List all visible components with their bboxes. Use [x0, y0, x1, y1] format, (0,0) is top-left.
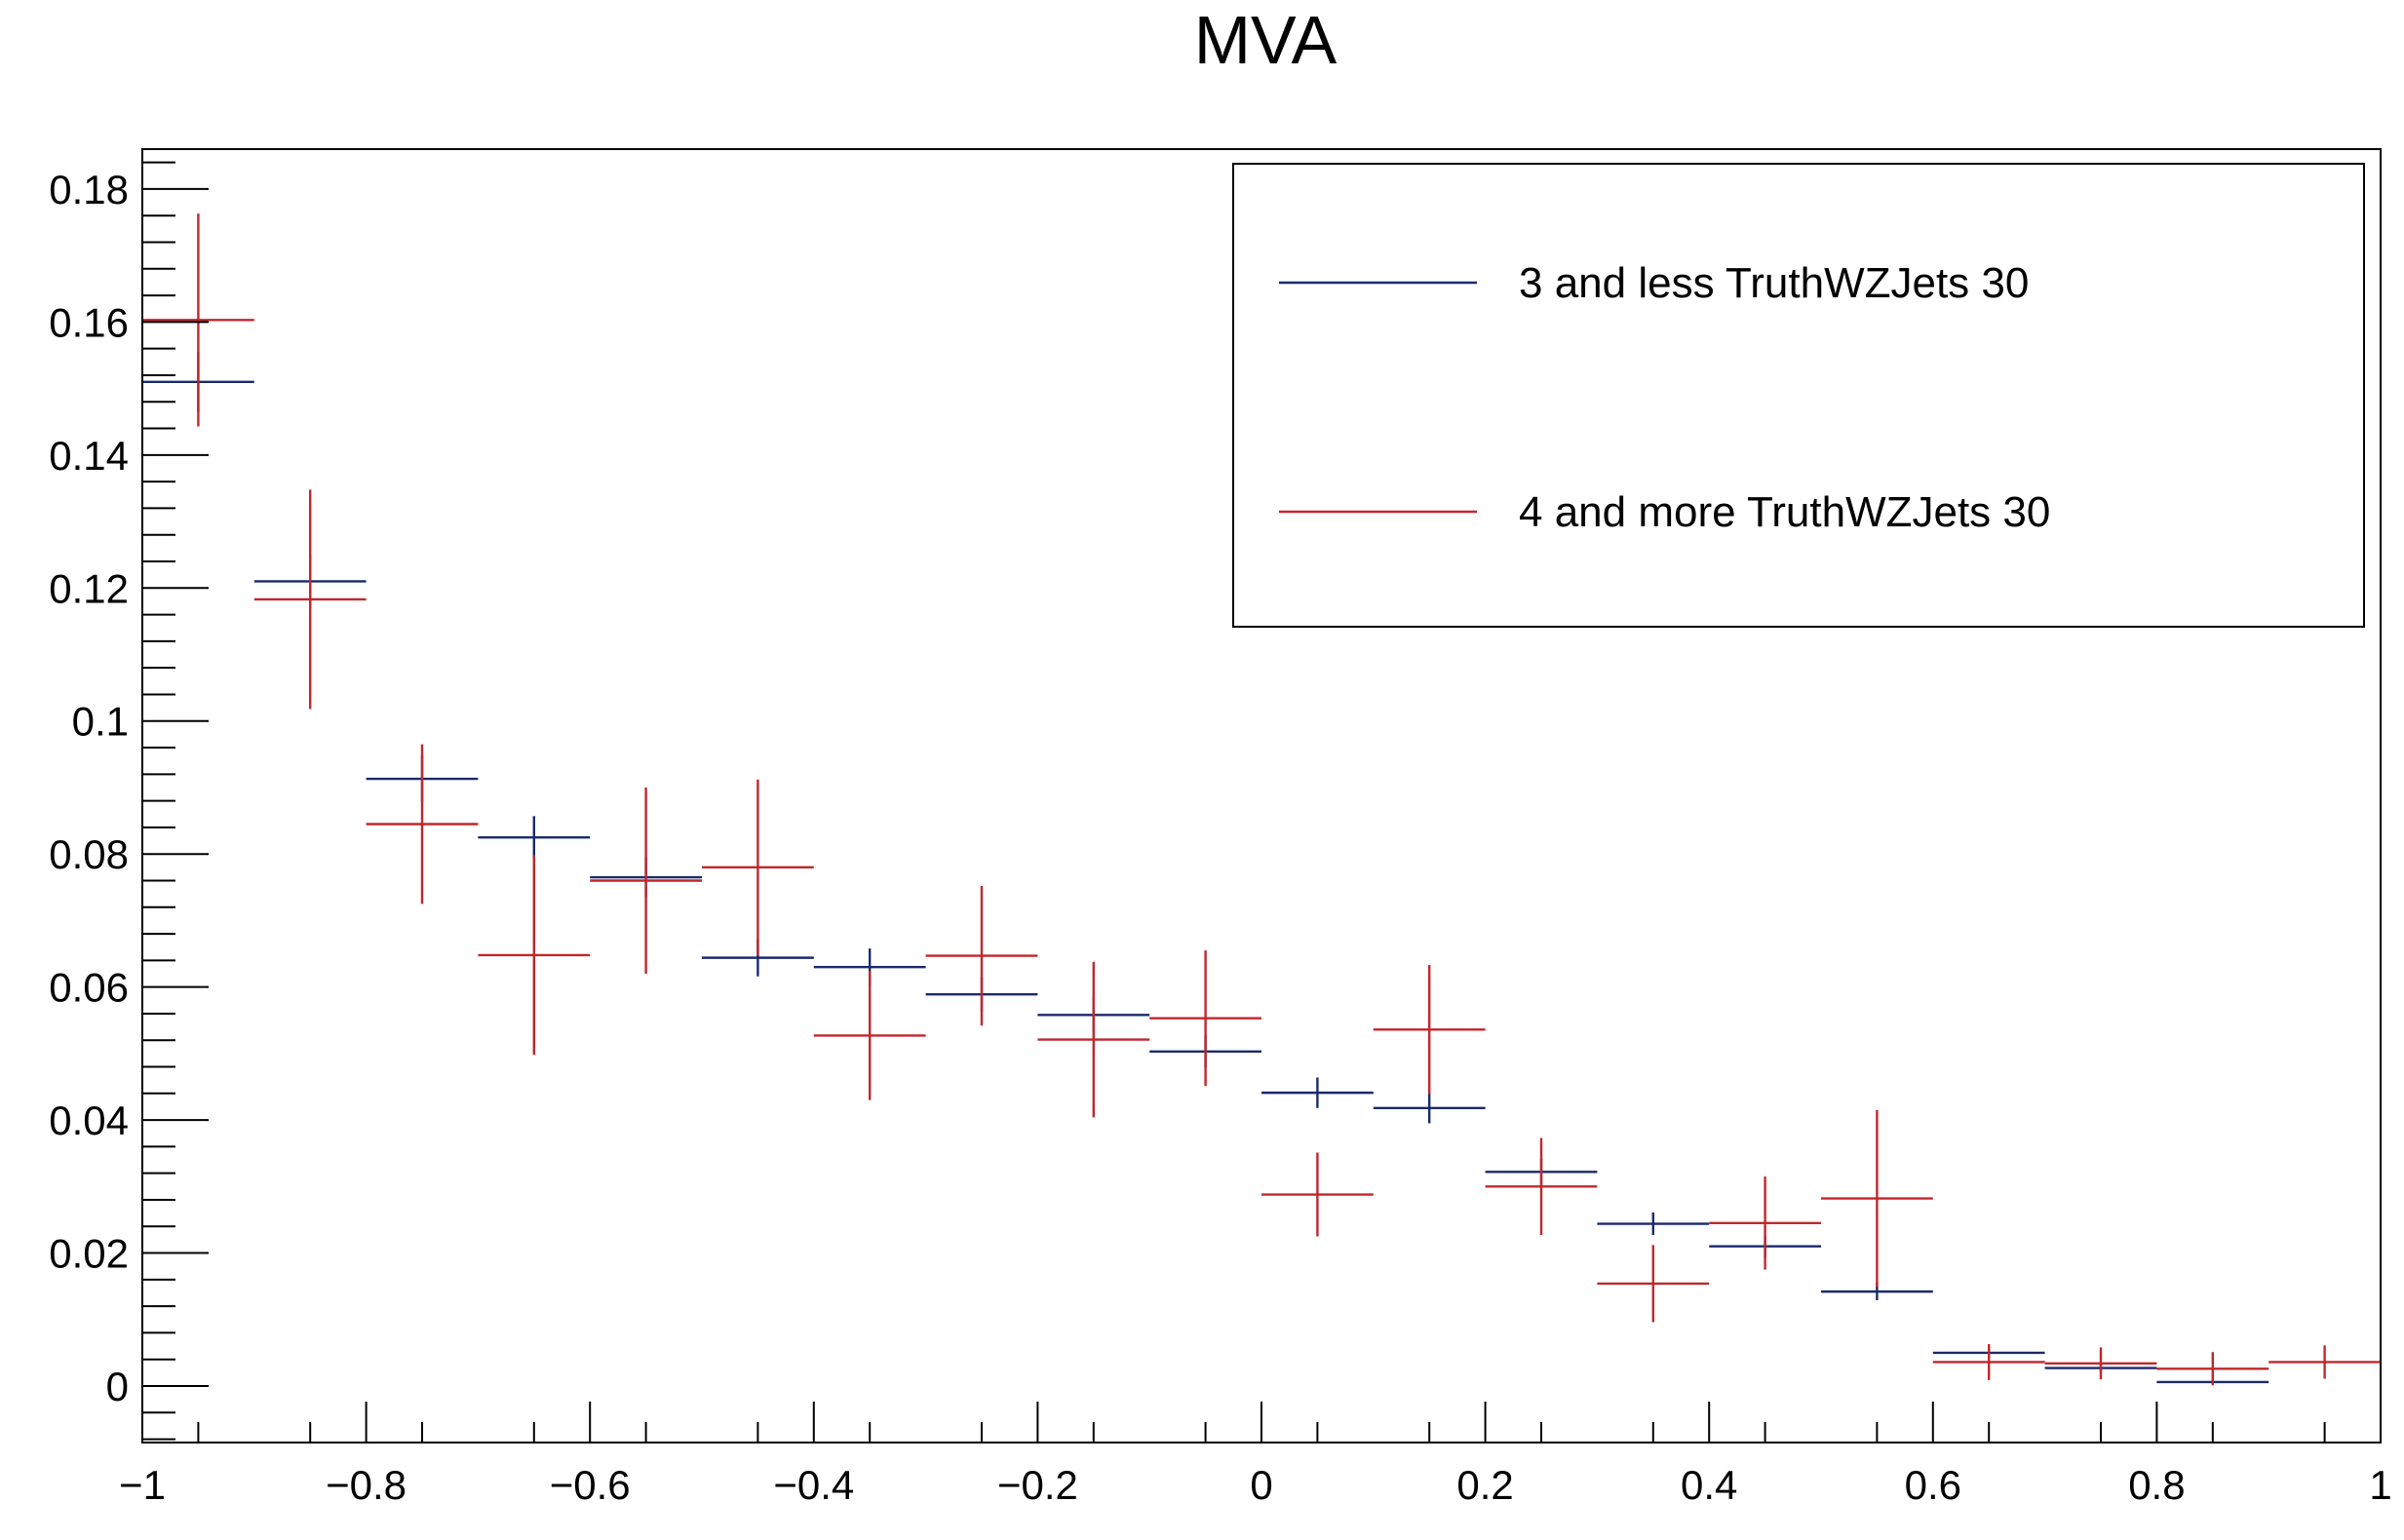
y-tick-label: 0.16	[49, 299, 129, 345]
x-tick-label: −0.8	[326, 1462, 407, 1508]
y-tick-label: 0.1	[72, 699, 129, 745]
legend-entry-label: 4 and more TruthWZJets 30	[1519, 488, 2050, 536]
legend-entry-label: 3 and less TruthWZJets 30	[1519, 259, 2029, 307]
x-tick-label: 0.2	[1456, 1462, 1513, 1508]
y-tick-label: 0.08	[49, 831, 129, 877]
x-tick-label: −0.2	[997, 1462, 1078, 1508]
y-tick-label: 0	[106, 1364, 129, 1409]
x-tick-label: 0.8	[2128, 1462, 2185, 1508]
x-tick-label: 0.4	[1681, 1462, 1737, 1508]
x-tick-label: −1	[119, 1462, 166, 1508]
y-tick-label: 0.12	[49, 565, 129, 611]
x-tick-label: −0.4	[773, 1462, 854, 1508]
y-tick-label: 0.18	[49, 167, 129, 212]
y-tick-label: 0.02	[49, 1231, 129, 1277]
y-tick-label: 0.06	[49, 965, 129, 1011]
legend: 3 and less TruthWZJets 30 4 and more Trut…	[1232, 163, 2365, 628]
series-2	[142, 213, 2381, 1386]
x-tick-label: 0.6	[1905, 1462, 1961, 1508]
legend-box	[1232, 163, 2365, 628]
y-tick-label: 0.04	[49, 1097, 129, 1143]
series-layer	[142, 213, 2381, 1386]
y-tick-label: 0.14	[49, 433, 129, 479]
chart-title: MVA	[1194, 2, 1338, 78]
x-tick-label: −0.6	[550, 1462, 631, 1508]
axis-layer: −1 −0.8 −0.6 −0.4 −0.2 0 0.2 0.4 0.6 0.8 1 0 0.02 0.0…	[49, 148, 2392, 1508]
x-tick-label: 0	[1250, 1462, 1272, 1508]
x-tick-label: 1	[2369, 1462, 2391, 1508]
